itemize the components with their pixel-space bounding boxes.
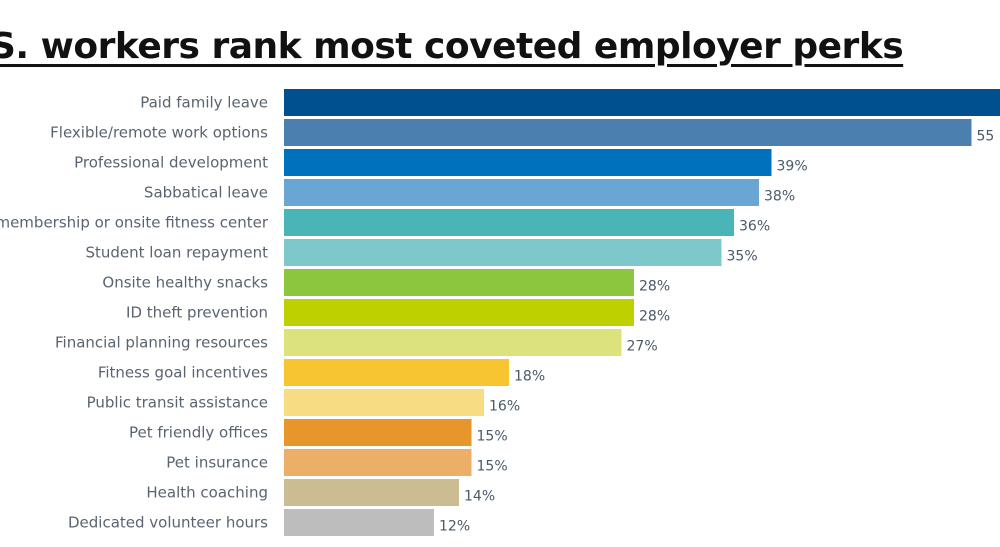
category-label: membership or onsite fitness center — [0, 214, 269, 232]
value-label: 27% — [627, 339, 658, 355]
bar — [284, 269, 634, 296]
bar — [284, 179, 759, 206]
value-label: 15% — [477, 429, 508, 445]
value-label: 14% — [464, 489, 495, 505]
bar — [284, 509, 434, 536]
category-label: Sabbatical leave — [144, 184, 268, 202]
category-label: Fitness goal incentives — [98, 364, 268, 382]
category-label: ID theft prevention — [126, 304, 268, 322]
bar — [284, 359, 509, 386]
bar — [284, 89, 1000, 116]
bar — [284, 419, 472, 446]
category-label: Student loan repayment — [85, 244, 268, 262]
value-label: 12% — [439, 519, 470, 535]
value-label: 55 — [977, 129, 995, 145]
bar — [284, 149, 772, 176]
value-label: 15% — [477, 459, 508, 475]
category-label: Pet friendly offices — [129, 424, 268, 442]
value-label: 28% — [639, 279, 670, 295]
bar — [284, 449, 472, 476]
value-label: 16% — [489, 399, 520, 415]
category-label: Onsite healthy snacks — [102, 274, 268, 292]
chart-title: S. workers rank most coveted employer pe… — [0, 26, 904, 67]
category-label: Dedicated volunteer hours — [68, 514, 268, 532]
category-label: Flexible/remote work options — [50, 124, 268, 142]
category-label: Health coaching — [146, 484, 268, 502]
bar — [284, 209, 734, 236]
value-label: 38% — [764, 189, 795, 205]
bar — [284, 119, 972, 146]
bar — [284, 389, 484, 416]
value-label: 28% — [639, 309, 670, 325]
category-label: Financial planning resources — [55, 334, 268, 352]
value-label: 18% — [514, 369, 545, 385]
bar — [284, 239, 722, 266]
category-label: Professional development — [74, 154, 268, 172]
bar — [284, 329, 622, 356]
value-label: 39% — [777, 159, 808, 175]
bar — [284, 299, 634, 326]
category-label: Paid family leave — [140, 94, 268, 112]
value-label: 35% — [727, 249, 758, 265]
category-label: Pet insurance — [166, 454, 268, 472]
value-label: 36% — [739, 219, 770, 235]
category-label: Public transit assistance — [87, 394, 268, 412]
bar — [284, 479, 459, 506]
